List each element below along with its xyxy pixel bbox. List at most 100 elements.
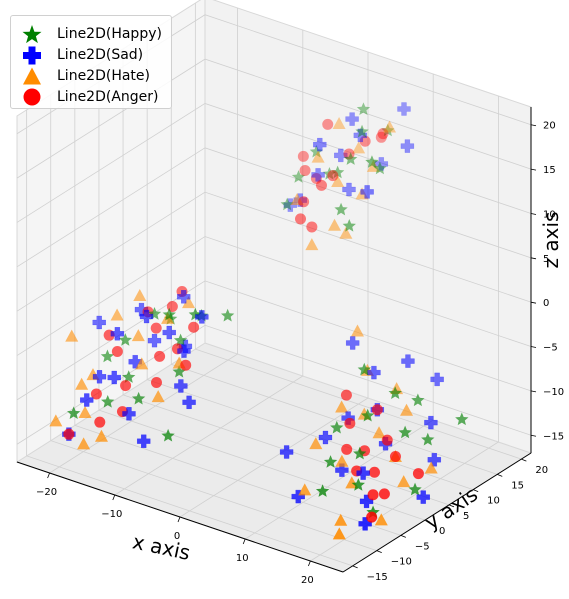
- legend-label-anger: Line2D(Anger): [57, 89, 159, 105]
- plus-point: [293, 193, 307, 207]
- legend-label-happy: Line2D(Happy): [57, 26, 162, 42]
- circle-point: [295, 213, 307, 225]
- plus-point: [195, 310, 209, 324]
- grid-line-z: [16, 280, 532, 401]
- plus-point: [430, 372, 444, 387]
- plus-point: [401, 354, 415, 368]
- circle-point: [378, 488, 390, 500]
- y-tick-label: 0: [439, 526, 445, 537]
- triangle-point: [335, 454, 349, 467]
- star-point: [351, 478, 365, 491]
- z-tick-label: −5: [543, 343, 558, 354]
- z-tick-mark: [530, 390, 537, 393]
- circle-point: [154, 350, 166, 362]
- z-tick-mark: [530, 257, 537, 260]
- triangle-point: [383, 120, 397, 133]
- star-point: [388, 386, 402, 399]
- z-tick-label: −10: [543, 387, 564, 398]
- plus-point: [107, 370, 121, 385]
- star-point: [357, 362, 371, 376]
- y-axis-line: [342, 452, 532, 573]
- star-point: [356, 102, 371, 116]
- legend-item-hate: Line2D(Hate): [11, 65, 171, 87]
- plus-point: [359, 494, 374, 509]
- triangle-point: [397, 475, 411, 488]
- star-point: [322, 167, 337, 180]
- x-tick-label: −20: [36, 487, 57, 498]
- triangle-point: [110, 308, 124, 321]
- triangle-point: [77, 437, 91, 450]
- z-tick-mark: [530, 301, 537, 304]
- x-tick-mark: [177, 516, 181, 523]
- y-tick-mark: [376, 550, 382, 554]
- triangle-point: [372, 426, 386, 439]
- star-point: [161, 428, 175, 442]
- triangle-point: [94, 429, 108, 442]
- plus-point: [311, 168, 325, 182]
- triangle-point: [65, 329, 79, 342]
- circle-point: [340, 389, 352, 401]
- y-tick-label: −5: [415, 541, 430, 552]
- y-tick-label: −10: [391, 557, 412, 568]
- triangle-point: [78, 406, 92, 419]
- circle-point: [327, 170, 339, 182]
- star-point: [67, 406, 81, 420]
- star-point: [330, 165, 345, 179]
- star-point: [122, 370, 136, 383]
- plus-point: [356, 466, 370, 480]
- plus-point: [283, 198, 298, 212]
- circle-point: [389, 450, 401, 462]
- circle-point: [341, 443, 353, 455]
- star-point: [381, 123, 395, 137]
- grid-line-x: [49, 8, 239, 474]
- star-point: [330, 420, 344, 434]
- circle-point: [412, 468, 424, 480]
- triangle-point: [75, 377, 89, 390]
- circle-point: [306, 221, 318, 233]
- circle-point: [366, 511, 378, 523]
- circle-point: [368, 466, 380, 478]
- plus-point: [334, 148, 348, 163]
- triangle-point: [352, 141, 366, 154]
- grid-line-z: [16, 58, 532, 179]
- legend-label-hate: Line2D(Hate): [57, 68, 150, 84]
- y-tick-mark: [424, 519, 431, 523]
- circle-point: [298, 196, 310, 208]
- star-point: [100, 349, 115, 363]
- grid-line-y: [26, 109, 353, 567]
- star-point: [172, 364, 186, 378]
- circle-point: [343, 148, 355, 160]
- grid-line-x: [114, 30, 304, 496]
- plus-point: [335, 463, 349, 477]
- triangle-point: [151, 390, 165, 403]
- star-point: [353, 446, 367, 460]
- triangle-point: [366, 159, 380, 172]
- x-tick-label: 20: [301, 575, 314, 586]
- y-tick-mark: [521, 458, 527, 462]
- plus-point: [358, 517, 372, 531]
- plus-marker-icon: [23, 46, 41, 65]
- triangle-point: [49, 414, 63, 427]
- grid-line-x: [179, 52, 369, 518]
- triangle-point: [332, 527, 346, 540]
- star-point: [162, 307, 176, 321]
- triangle-marker-icon: [23, 67, 41, 85]
- grid-line-z: [16, 191, 532, 312]
- triangle-point: [328, 218, 342, 231]
- circle-point: [297, 150, 309, 162]
- x-axis-label: x axis: [130, 529, 192, 565]
- circle-point: [63, 428, 75, 440]
- plus-point: [424, 415, 438, 430]
- z-tick-label: 5: [543, 254, 549, 265]
- x-tick-mark: [242, 538, 246, 545]
- triangle-point: [424, 461, 438, 474]
- grid-line-z: [16, 147, 532, 268]
- triangle-point: [182, 296, 196, 309]
- plus-point: [345, 336, 360, 350]
- y-tick-mark: [400, 535, 406, 538]
- y-tick-mark: [352, 565, 358, 569]
- z-tick-label: 20: [543, 121, 556, 132]
- triangle-point: [311, 150, 325, 163]
- circle-point: [310, 172, 322, 184]
